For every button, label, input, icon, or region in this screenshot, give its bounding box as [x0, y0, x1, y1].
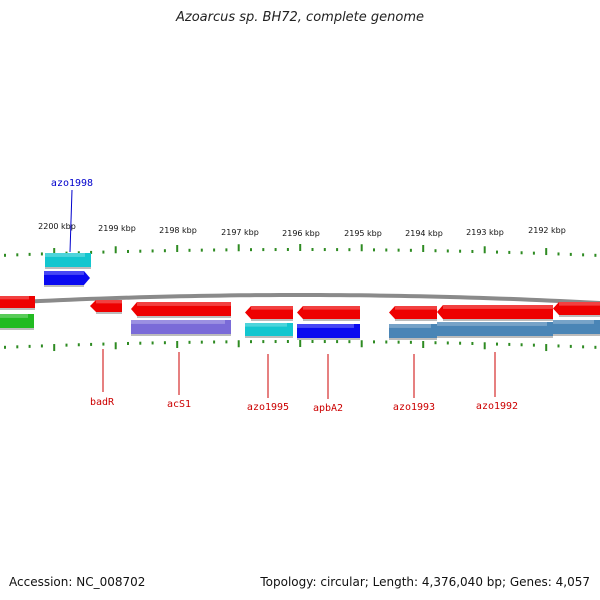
gene-label[interactable]: azo1998: [51, 178, 93, 189]
ruler-label: 2198 kbp: [159, 226, 197, 235]
gene-azo1992[interactable]: [437, 305, 553, 319]
gene-azo1992-feature[interactable]: [437, 322, 553, 336]
gene-label[interactable]: acS1: [167, 399, 191, 410]
gene-azo1995-feature-highlight: [245, 323, 287, 327]
genome-backbone: [0, 293, 600, 305]
gene-azo1993-feature-highlight: [389, 324, 431, 328]
gene-acS1-highlight: [137, 302, 231, 306]
gene-apbA2[interactable]: [297, 306, 360, 319]
gene-azo1993-feature[interactable]: [389, 324, 437, 338]
ruler-label: 2199 kbp: [98, 224, 136, 233]
ruler-label: 2193 kbp: [466, 228, 504, 237]
gene-label[interactable]: badR: [90, 397, 115, 408]
gene-label[interactable]: azo1993: [393, 402, 435, 413]
gene-azo1995[interactable]: [245, 306, 293, 319]
gene-label[interactable]: apbA2: [313, 403, 343, 414]
gene-apbA2-feature[interactable]: [297, 324, 360, 338]
gene-acS1-feature[interactable]: [131, 320, 231, 334]
gene-azo1992-highlight: [443, 305, 553, 309]
gene-label[interactable]: azo1995: [247, 402, 289, 413]
ruler-label: 2197 kbp: [221, 228, 259, 237]
gene-azo1995-highlight: [251, 306, 293, 310]
gene-azo1998-highlight: [44, 271, 84, 275]
gene-badR-highlight: [96, 300, 122, 304]
gene-green-edge-left-highlight: [0, 314, 28, 318]
gene-apbA2-feature-highlight: [297, 324, 354, 328]
ruler-label: 2196 kbp: [282, 229, 320, 238]
topology-text: Topology: circular; Length: 4,376,040 bp…: [260, 575, 590, 589]
gene-azo1993-highlight: [395, 306, 437, 310]
gene-azo1998-feature[interactable]: [45, 253, 91, 267]
gene-badR[interactable]: [90, 300, 122, 312]
ruler-label: 2192 kbp: [528, 226, 566, 235]
ruler-label: 2195 kbp: [344, 229, 382, 238]
gene-azo1995-feature[interactable]: [245, 323, 293, 336]
ruler-label: 2200 kbp: [38, 222, 76, 231]
gene-red-edge-left-highlight: [0, 296, 29, 300]
gene-apbA2-highlight: [303, 306, 360, 310]
gene-azo1998[interactable]: [44, 271, 90, 285]
gene-azo1992-feature-highlight: [437, 322, 547, 326]
ruler-label: 2194 kbp: [405, 229, 443, 238]
map-title: Azoarcus sp. BH72, complete genome: [175, 10, 425, 25]
gene-acS1-feature-highlight: [131, 320, 225, 324]
gene-steel-edge-right-highlight: [553, 320, 594, 324]
gene-label[interactable]: azo1992: [476, 401, 518, 412]
gene-azo1993[interactable]: [389, 306, 437, 319]
gene-label-leader: [69, 189, 73, 253]
gene-red-edge-right-highlight: [559, 302, 600, 306]
gene-steel-edge-right[interactable]: [553, 320, 600, 334]
accession-text: Accession: NC_008702: [9, 575, 146, 589]
gene-red-edge-right[interactable]: [553, 302, 600, 315]
gene-green-edge-left[interactable]: [0, 314, 34, 328]
gene-azo1998-feature-highlight: [45, 253, 85, 257]
gene-red-edge-left[interactable]: [0, 296, 35, 308]
gene-acS1[interactable]: [131, 302, 231, 316]
